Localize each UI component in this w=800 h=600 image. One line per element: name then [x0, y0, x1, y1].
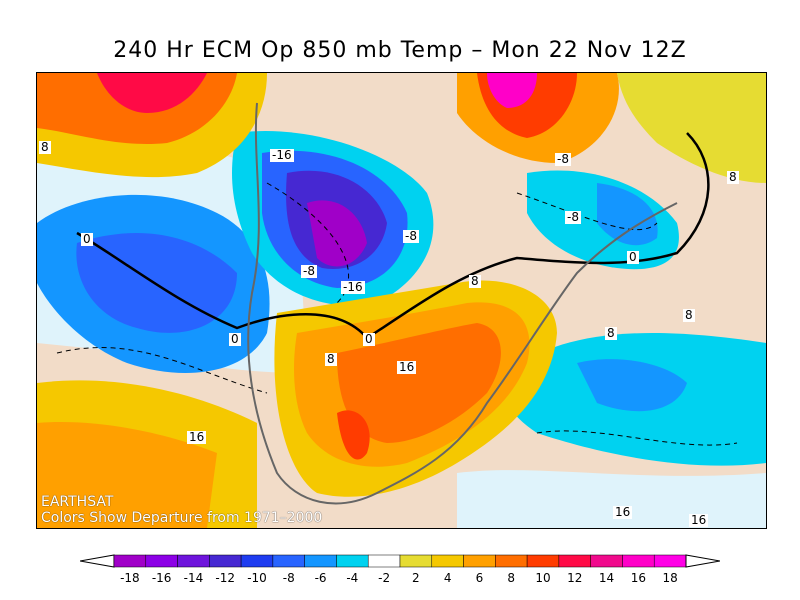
contour-label: 8: [469, 274, 481, 288]
warm-ne-strip: [617, 73, 766, 183]
legend-tick-label: -4: [346, 571, 359, 585]
warm-nw-core: [97, 73, 207, 113]
contour-label: 16: [397, 360, 417, 374]
legend-arrow-right: [685, 554, 721, 568]
legend-swatch: [367, 554, 401, 568]
cold-pool-canada-min: [307, 200, 367, 267]
legend-tick-label: 12: [567, 571, 583, 585]
legend-swatch: [590, 554, 623, 568]
legend-tick-label: -10: [247, 571, 267, 585]
contour-label: 8: [325, 352, 337, 366]
contour-label: -8: [301, 264, 317, 278]
legend-tick-label: 14: [598, 571, 615, 585]
contour-label: 16: [689, 513, 709, 527]
dashed-contour-4: [536, 430, 738, 446]
legend-swatch: [304, 554, 337, 568]
contour-label: 8: [39, 140, 51, 154]
legend-swatch: [495, 554, 528, 568]
dashed-contour-1: [56, 347, 268, 394]
contour-label: -8: [403, 229, 419, 243]
contour-label: -8: [565, 210, 581, 224]
legend-tick-label: 18: [662, 571, 678, 585]
contour-label: 16: [613, 505, 633, 519]
map-canvas: [37, 73, 766, 528]
legend-swatch: [209, 554, 242, 568]
contour-label: 0: [363, 332, 375, 346]
temperature-anomaly-map: -16 -8 -8 -8 -16 -8 0 0 0 0 8 8 8 16 16 …: [36, 72, 767, 529]
legend-tick-label: -8: [282, 571, 295, 585]
legend-bar: [79, 554, 721, 568]
legend-swatch: [240, 554, 274, 568]
legend-tick-label: 6: [475, 571, 484, 585]
cold-east: [597, 183, 658, 246]
warm-ne-core: [487, 73, 537, 108]
legend-swatch: [622, 554, 655, 568]
map-title: 240 Hr ECM Op 850 mb Temp – Mon 22 Nov 1…: [113, 38, 687, 63]
legend-tick-label: 8: [507, 571, 516, 585]
legend-tick-label: -14: [183, 571, 204, 585]
legend-swatch: [177, 554, 210, 568]
cold-atlantic-core: [577, 359, 687, 412]
contour-label: -8: [555, 152, 571, 166]
contour-label: -16: [341, 280, 365, 294]
legend-tick-label: -6: [314, 571, 327, 585]
legend-tick-label: -18: [120, 571, 140, 585]
coastline: [247, 102, 678, 505]
legend-swatch: [558, 554, 591, 568]
zero-contour: [76, 132, 710, 340]
legend-swatch: [336, 554, 369, 568]
warm-central-core: [337, 410, 370, 460]
legend-swatch: [399, 554, 433, 568]
warm-central-inner: [337, 323, 501, 443]
legend-swatch: [145, 554, 178, 568]
contour-label: 16: [187, 430, 207, 444]
legend-tick-label: -16: [151, 571, 172, 585]
legend-swatch: [113, 554, 147, 568]
legend-swatch: [526, 554, 560, 568]
contour-label: -16: [270, 148, 294, 162]
credit-source: EARTHSAT: [41, 494, 114, 510]
legend-swatch: [272, 554, 305, 568]
legend-swatch: [653, 554, 687, 568]
legend-tick-label: -12: [215, 571, 236, 585]
legend-swatch: [463, 554, 496, 568]
legend-tick-label: 16: [630, 571, 646, 585]
legend-tick-label: -2: [378, 571, 391, 585]
contour-label: 0: [627, 250, 639, 264]
warm-sw: [37, 422, 217, 528]
legend-tick-label: 10: [535, 571, 551, 585]
pale-se: [457, 470, 766, 528]
legend-tick-label: 2: [412, 571, 420, 585]
contour-label: 0: [81, 232, 93, 246]
contour-label: 0: [229, 332, 241, 346]
color-legend: -18 -16 -14 -12 -10 -8 -6 -4 -2 2 4 6 8 10 12 14 16 18: [79, 553, 721, 593]
dashed-contour-3: [516, 192, 658, 231]
contour-label: 8: [605, 326, 617, 340]
contour-label: 8: [727, 170, 739, 184]
credit-description: Colors Show Departure from 1971–2000: [41, 510, 323, 526]
legend-tick-label: 4: [443, 571, 452, 585]
contour-label: 8: [683, 308, 695, 322]
legend-arrow-left: [79, 554, 115, 568]
legend-swatch: [431, 554, 464, 568]
